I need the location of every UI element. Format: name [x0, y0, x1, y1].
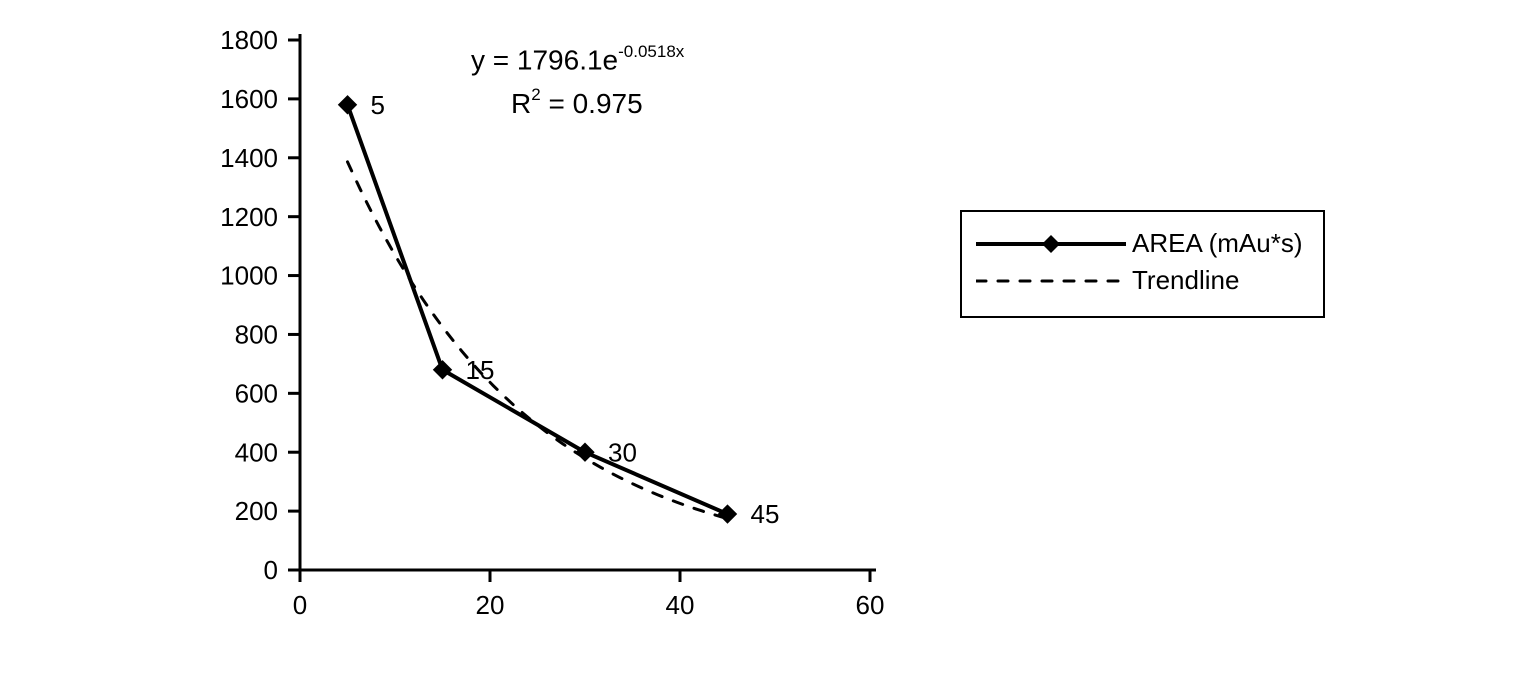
equation-line-2: R2 = 0.975 [511, 85, 643, 119]
legend-swatch-trend [976, 267, 1126, 295]
y-tick-label: 1800 [220, 25, 278, 55]
legend-swatch-series [976, 230, 1126, 258]
y-tick-label: 1600 [220, 84, 278, 114]
x-tick-label: 60 [856, 590, 885, 620]
y-tick-label: 200 [235, 496, 278, 526]
x-tick-label: 40 [666, 590, 695, 620]
point-label: 45 [751, 499, 780, 529]
legend-item-series: AREA (mAu*s) [976, 228, 1303, 259]
y-tick-label: 800 [235, 320, 278, 350]
y-tick-label: 1000 [220, 261, 278, 291]
legend-item-trend: Trendline [976, 265, 1303, 296]
chart-svg: 0 200 400 600 800 1000 1200 1400 1600 1800 0 20 40 60… [0, 0, 1518, 674]
x-tick-label: 20 [476, 590, 505, 620]
x-tick-label: 0 [293, 590, 307, 620]
legend: AREA (mAu*s) Trendline [960, 210, 1325, 318]
diamond-marker-icon [1042, 235, 1060, 253]
y-tick-label: 1400 [220, 143, 278, 173]
y-tick-label: 1200 [220, 202, 278, 232]
legend-label-trend: Trendline [1132, 265, 1239, 296]
y-tick-label: 400 [235, 437, 278, 467]
chart-container: 0 200 400 600 800 1000 1200 1400 1600 1800 0 20 40 60… [0, 0, 1518, 674]
legend-label-series: AREA (mAu*s) [1132, 228, 1303, 259]
point-label: 30 [608, 437, 637, 467]
y-tick-label: 0 [264, 555, 278, 585]
point-label: 5 [371, 90, 385, 120]
y-tick-label: 600 [235, 378, 278, 408]
point-label: 15 [466, 355, 495, 385]
